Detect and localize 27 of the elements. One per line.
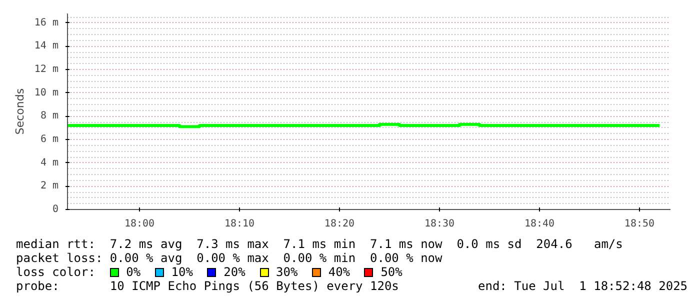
y-tick-label: 14 m — [34, 40, 59, 52]
y-tick-label: 12 m — [34, 64, 59, 75]
legend-title: loss color: — [16, 265, 96, 279]
legend-label: 20% — [224, 265, 246, 279]
x-tick-label: 18:40 — [524, 218, 555, 230]
y-tick-label: 16 m — [34, 17, 59, 28]
legend-label: 0% — [126, 265, 141, 279]
y-tick-label: 6 m — [40, 134, 58, 145]
text: probe: 10 ICMP Echo Pings (56 Bytes) every 120s — [16, 279, 399, 293]
y-tick-label: 0 — [52, 204, 59, 215]
x-tick-label: 18:30 — [424, 218, 455, 230]
legend-label: 30% — [276, 265, 298, 279]
x-tick-label: 18:20 — [324, 218, 355, 230]
x-tick-label: 18:50 — [624, 218, 655, 230]
legend-label: 40% — [328, 265, 350, 279]
y-tick-label: 2 m — [40, 180, 58, 192]
x-tick-label: 18:00 — [124, 218, 155, 230]
y-tick-label: 8 m — [40, 110, 58, 122]
legend-label: 10% — [171, 265, 193, 279]
legend-label: 50% — [380, 265, 402, 279]
y-tick-label: 4 m — [40, 157, 58, 168]
y-tick-label: 10 m — [34, 87, 59, 98]
x-tick-label: 18:10 — [224, 218, 255, 230]
text: packet loss: 0.00 % avg 0.00 % max 0.00 % min 0.00 % now — [16, 251, 444, 265]
text: median rtt: 7.2 ms avg 7.3 ms max 7.1 ms min 7.1 ms now 0.0 ms sd 204.6 am/s — [16, 237, 623, 251]
text: end: Tue Jul 1 18:52:48 2025 — [478, 279, 688, 293]
y-axis-title: Seconds — [13, 88, 26, 135]
